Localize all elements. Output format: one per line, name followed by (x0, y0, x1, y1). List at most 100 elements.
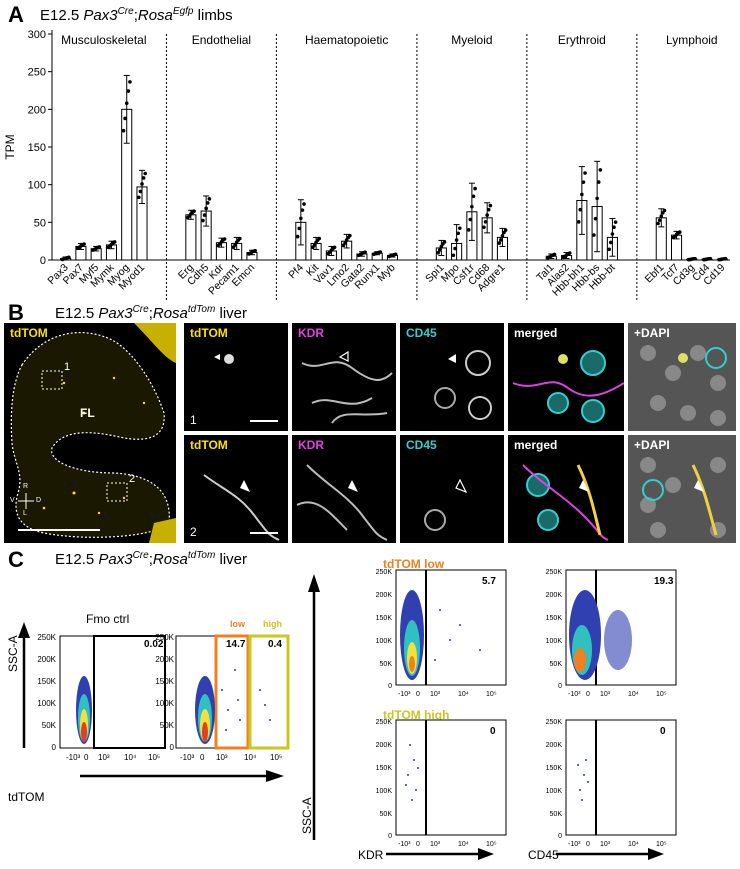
data-point (302, 202, 306, 206)
svg-text:250K: 250K (37, 633, 56, 642)
svg-text:100K: 100K (376, 638, 393, 645)
fmo-gate-value: 0.02 (144, 639, 164, 650)
svg-text:150K: 150K (37, 677, 56, 686)
data-point (233, 243, 237, 247)
group-label: Myeloid (451, 33, 492, 47)
data-point (470, 204, 474, 209)
data-point (343, 241, 347, 245)
svg-text:10³: 10³ (430, 691, 441, 698)
data-point (128, 80, 132, 84)
svg-text:150K: 150K (376, 615, 393, 622)
data-point (503, 228, 508, 232)
svg-text:200K: 200K (546, 742, 563, 749)
cd45-high-value: 0 (660, 726, 666, 737)
bar-chart: 050100150200250300TPMMusculoskeletalPax3… (3, 29, 730, 300)
right-flow-plots: 250K 200K 150K 100K 50K 0 250K 200K 150K 100K 50K… (308, 569, 677, 860)
data-point (483, 220, 488, 224)
data-point (97, 245, 102, 249)
data-point (659, 214, 664, 218)
data-point (124, 101, 129, 106)
svg-text:10⁴: 10⁴ (124, 753, 137, 762)
svg-text:-10³: -10³ (568, 841, 581, 848)
row1-dapi-image: +DAPI (628, 323, 736, 431)
data-point (451, 253, 456, 258)
svg-text:0: 0 (416, 691, 420, 698)
scale-bar (250, 420, 278, 422)
fmo-label: Fmo ctrl (86, 612, 130, 626)
data-point (708, 256, 713, 261)
data-point (693, 256, 697, 261)
row2-cd45-image: CD45 (400, 435, 504, 543)
svg-text:10³: 10³ (600, 841, 611, 848)
data-point (580, 192, 584, 197)
data-point (482, 225, 486, 230)
y-tick-label: 100 (28, 180, 46, 192)
svg-text:10⁴: 10⁴ (628, 691, 639, 698)
svg-text:150K: 150K (546, 765, 563, 772)
data-point (140, 182, 144, 186)
svg-text:50K: 50K (42, 721, 57, 730)
data-point (312, 243, 317, 247)
group-label: Haematopoietic (305, 33, 388, 47)
high-label: high (263, 619, 282, 629)
cd45-axis-label: CD45 (528, 848, 559, 862)
data-point (486, 207, 491, 212)
data-point (332, 245, 337, 250)
svg-text:10⁵: 10⁵ (656, 691, 667, 698)
liver-outline (10, 323, 176, 543)
compass-l: L (23, 510, 27, 517)
cd45-low-value: 19.3 (654, 576, 674, 587)
svg-text:150K: 150K (546, 615, 563, 622)
svg-text:100K: 100K (37, 699, 56, 708)
data-point (121, 128, 126, 133)
data-point (442, 240, 447, 244)
data-point (297, 226, 302, 231)
data-point (202, 213, 207, 217)
svg-text:50K: 50K (380, 661, 393, 668)
fl-label: FL (80, 406, 95, 420)
svg-text:10³: 10³ (216, 753, 228, 762)
data-point (112, 240, 117, 244)
compass-d: D (36, 497, 42, 504)
svg-text:250K: 250K (546, 719, 563, 726)
svg-text:-10³: -10³ (66, 753, 81, 762)
data-point (295, 234, 300, 239)
svg-text:50K: 50K (550, 811, 563, 818)
svg-text:0: 0 (388, 833, 392, 840)
data-point (595, 196, 599, 201)
svg-text:50K: 50K (380, 811, 393, 818)
svg-text:200K: 200K (37, 655, 56, 664)
data-point (253, 248, 257, 253)
svg-text:10³: 10³ (600, 691, 611, 698)
x-tick-label: Myb (375, 262, 398, 285)
data-point (456, 231, 461, 236)
data-point (141, 176, 146, 180)
y-tick-label: 150 (28, 142, 46, 154)
y-tick-label: 250 (28, 67, 46, 79)
data-point (613, 220, 618, 224)
kdr-low-value: 5.7 (482, 576, 496, 587)
y-axis-label: TPM (3, 134, 17, 159)
data-point (607, 247, 611, 252)
svg-text:10⁵: 10⁵ (270, 753, 282, 762)
svg-text:10⁴: 10⁴ (458, 691, 469, 698)
data-point (437, 248, 442, 252)
svg-text:100K: 100K (546, 788, 563, 795)
bar (185, 214, 197, 261)
data-point (610, 232, 615, 236)
row1-kdr-image: KDR (292, 323, 396, 431)
tdtom-high-title: tdTOM high (383, 708, 450, 722)
svg-text:150K: 150K (155, 677, 174, 686)
svg-text:0: 0 (52, 743, 57, 752)
data-point (238, 236, 242, 241)
svg-text:200K: 200K (155, 655, 174, 664)
svg-text:250K: 250K (546, 569, 563, 576)
low-gate-value: 14.7 (226, 639, 246, 650)
svg-text:10⁵: 10⁵ (148, 753, 160, 762)
roi-2-label: 2 (129, 473, 136, 485)
y-tick-label: 300 (28, 29, 46, 41)
data-point (657, 218, 662, 223)
panel-b-heading: E12.5 Pax3Cre;RosatdTom liver (55, 304, 247, 322)
data-point (67, 255, 71, 260)
kdr-axis-label: KDR (358, 848, 384, 862)
